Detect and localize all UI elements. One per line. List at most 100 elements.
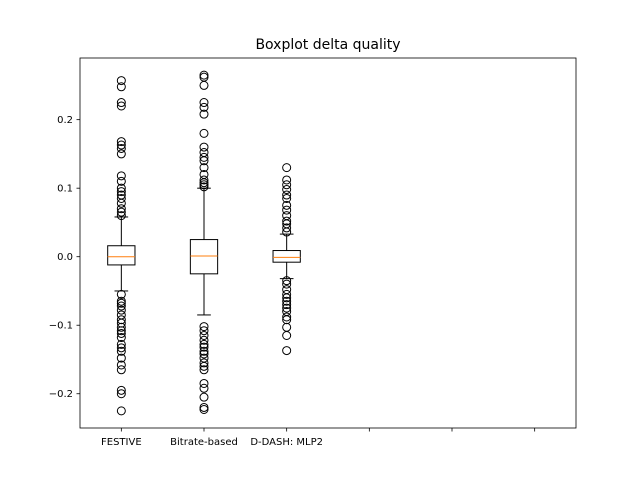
- outlier-point: [116, 176, 126, 186]
- chart-title: Boxplot delta quality: [255, 37, 400, 53]
- outlier-point: [116, 322, 126, 332]
- outlier-point: [199, 98, 209, 108]
- x-tick-label: FESTIVE: [101, 437, 142, 448]
- outlier-point: [199, 392, 209, 402]
- outlier-point: [116, 204, 126, 214]
- outlier-point: [282, 276, 292, 286]
- outlier-point: [199, 142, 209, 152]
- outlier-point: [116, 385, 126, 395]
- outlier-point: [116, 389, 126, 399]
- outlier-point: [199, 405, 209, 414]
- outlier-point: [282, 303, 292, 313]
- outlier-point: [199, 70, 209, 80]
- outlier-point: [199, 402, 209, 412]
- outlier-point: [282, 227, 292, 237]
- outlier-point: [282, 190, 292, 200]
- outlier-point: [282, 185, 292, 195]
- box-group-0: [107, 76, 136, 416]
- outlier-point: [199, 378, 209, 388]
- outlier-point: [116, 187, 126, 197]
- outlier-point: [116, 101, 126, 111]
- outlier-point: [116, 333, 126, 343]
- y-axis: −0.2 −0.1 0.0 0.1 0.2: [49, 115, 80, 400]
- box-group-1: [189, 70, 219, 414]
- outlier-point: [199, 358, 209, 368]
- outlier-point: [116, 360, 126, 370]
- outlier-point: [116, 353, 126, 363]
- outlier-point: [282, 346, 292, 356]
- outlier-point: [116, 76, 126, 86]
- outlier-point: [116, 171, 126, 181]
- outlier-point: [282, 285, 292, 295]
- y-tick-label: −0.2: [49, 389, 73, 400]
- y-tick-label: 0.1: [57, 184, 73, 195]
- iqr-box: [189, 239, 219, 275]
- outlier-point: [116, 346, 126, 356]
- outlier-point: [282, 331, 292, 340]
- outlier-point: [199, 128, 209, 138]
- outlier-point: [199, 361, 209, 371]
- outlier-point: [116, 339, 126, 349]
- box-group-2: [272, 163, 301, 356]
- outlier-point: [116, 143, 126, 153]
- outlier-point: [282, 293, 292, 303]
- outlier-point: [199, 335, 209, 345]
- outlier-point: [199, 331, 209, 340]
- outlier-point: [116, 183, 126, 193]
- x-tick-label: D-DASH: MLP2: [250, 437, 323, 448]
- outlier-point: [199, 365, 209, 375]
- outlier-point: [116, 207, 126, 217]
- outlier-point: [282, 296, 292, 306]
- outlier-point: [282, 193, 292, 203]
- outlier-point: [282, 216, 292, 226]
- outlier-point: [282, 205, 292, 215]
- outlier-point: [282, 223, 292, 233]
- outlier-point: [116, 343, 126, 353]
- outlier-point: [282, 300, 292, 310]
- outlier-point: [199, 175, 209, 185]
- outlier-point: [116, 406, 126, 416]
- outlier-point: [282, 289, 292, 299]
- outlier-point: [116, 149, 126, 159]
- outlier-point: [116, 305, 126, 315]
- y-tick-label: 0.2: [57, 115, 73, 126]
- outlier-point: [199, 346, 209, 356]
- outlier-point: [199, 180, 209, 190]
- outlier-point: [116, 137, 126, 147]
- outlier-point: [282, 279, 292, 289]
- outlier-point: [282, 200, 292, 210]
- iqr-box: [272, 250, 301, 263]
- outlier-point: [116, 198, 126, 208]
- x-tick-label: Bitrate-based: [170, 437, 238, 448]
- outlier-point: [199, 339, 209, 349]
- outlier-point: [199, 148, 209, 158]
- y-tick-label: 0.0: [57, 252, 73, 263]
- outlier-point: [199, 72, 209, 82]
- x-axis: FESTIVE Bitrate-based D-DASH: MLP2: [101, 428, 536, 448]
- outlier-point: [199, 163, 209, 173]
- outlier-point: [282, 163, 292, 173]
- outlier-point: [199, 349, 209, 359]
- outlier-point: [116, 289, 126, 299]
- outlier-point: [282, 180, 292, 190]
- outlier-point: [199, 322, 209, 332]
- outlier-point: [116, 211, 126, 221]
- iqr-box: [107, 245, 136, 266]
- outlier-point: [199, 102, 209, 112]
- outlier-point: [199, 342, 209, 352]
- outlier-point: [116, 298, 126, 308]
- outlier-point: [116, 310, 126, 320]
- outlier-point: [116, 82, 126, 92]
- plot-area: [107, 70, 301, 416]
- outlier-point: [282, 312, 292, 322]
- y-tick-label: −0.1: [49, 321, 73, 332]
- outlier-point: [116, 140, 126, 150]
- outlier-point: [199, 182, 209, 192]
- outlier-point: [199, 383, 209, 393]
- outlier-point: [116, 98, 126, 108]
- outlier-point: [199, 109, 209, 119]
- outlier-point: [116, 301, 126, 311]
- outlier-point: [282, 175, 292, 185]
- outlier-point: [116, 365, 126, 375]
